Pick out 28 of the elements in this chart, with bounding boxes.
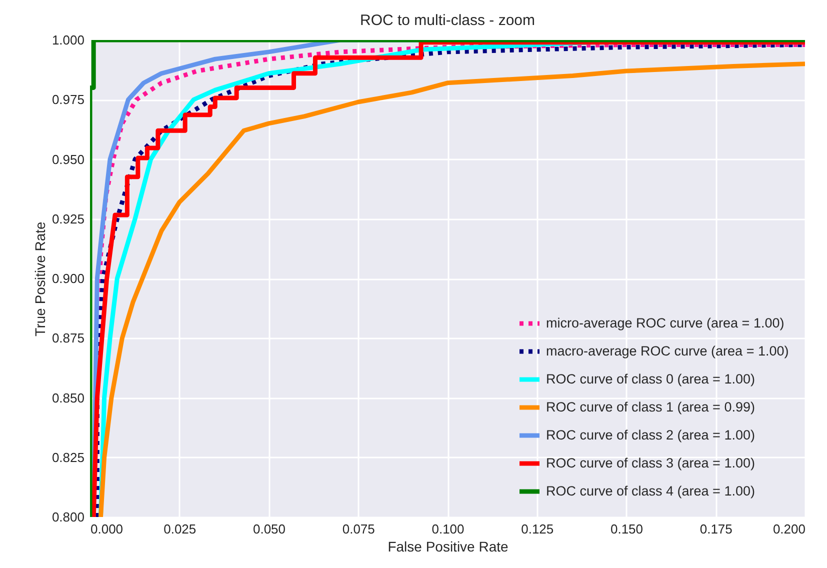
legend-label: ROC curve of class 0 (area = 1.00): [546, 372, 755, 386]
y-tick-label: 1.000: [52, 32, 84, 48]
y-tick-label: 0.975: [52, 92, 84, 108]
y-tick-label: 0.875: [52, 330, 84, 346]
x-tick-label: 0.200: [772, 522, 806, 536]
legend-label: micro-average ROC curve (area = 1.00): [546, 316, 784, 330]
y-tick-label: 0.850: [52, 390, 84, 406]
legend-label: ROC curve of class 2 (area = 1.00): [546, 428, 755, 442]
y-tick-label: 0.925: [52, 211, 84, 226]
legend-label: ROC curve of class 1 (area = 0.99): [546, 400, 755, 414]
y-tick-label: 0.825: [52, 450, 84, 465]
y-tick-label: 0.900: [52, 271, 84, 286]
x-tick-label: 0.175: [700, 522, 732, 536]
chart-title: ROC to multi-class - zoom: [360, 12, 536, 29]
x-tick-label: 0.150: [610, 522, 644, 536]
x-tick-label: 0.025: [164, 522, 196, 536]
x-tick-label: 0.050: [252, 522, 286, 536]
y-tick-label: 0.950: [52, 152, 84, 167]
y-axis-title: True Positive Rate: [32, 221, 48, 336]
legend-label: ROC curve of class 4 (area = 1.00): [546, 484, 755, 498]
x-tick-label: 0.000: [90, 522, 124, 536]
legend-label: ROC curve of class 3 (area = 1.00): [546, 456, 755, 470]
legend-label: macro-average ROC curve (area = 1.00): [546, 344, 789, 358]
x-tick-label: 0.100: [432, 522, 464, 536]
y-tick-label: 0.800: [52, 510, 84, 524]
x-tick-label: 0.075: [342, 522, 375, 536]
x-axis-title: False Positive Rate: [388, 538, 509, 554]
x-tick-label: 0.125: [521, 522, 554, 536]
